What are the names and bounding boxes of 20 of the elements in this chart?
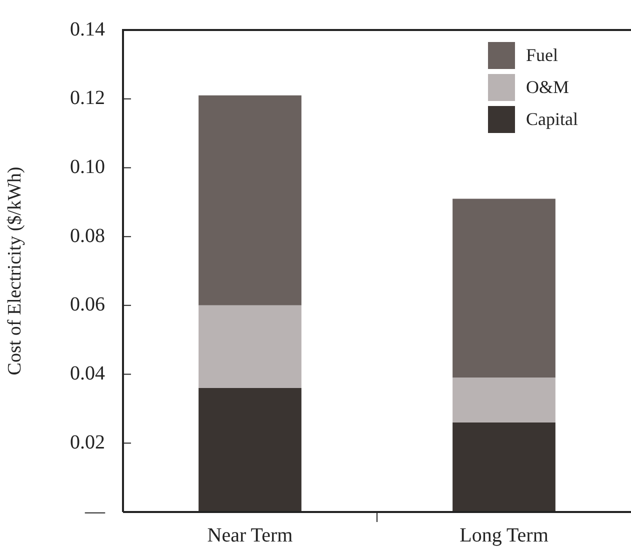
bar [198, 305, 302, 388]
bar [452, 198, 556, 378]
bar [452, 422, 556, 512]
x-tick-label: Near Term [207, 524, 294, 546]
legend-label: O&M [526, 77, 570, 98]
y-axis-title: Cost of Electricity ($/kWh) [4, 166, 26, 376]
x-tick-label: Long Term [460, 524, 549, 546]
legend-label: Capital [526, 109, 578, 130]
bar [452, 378, 556, 422]
bar [198, 388, 302, 512]
y-tick-label: — [84, 500, 106, 522]
y-tick-label: 0.04 [70, 362, 105, 385]
y-tick-label: 0.06 [70, 294, 105, 316]
y-tick-label: 0.12 [70, 87, 105, 110]
y-tick-label: 0.14 [70, 18, 105, 40]
y-tick-label: 0.10 [70, 156, 105, 178]
legend-label: Fuel [526, 45, 558, 66]
y-tick-label: 0.02 [70, 431, 105, 454]
bar [198, 95, 302, 306]
y-tick-label: 0.08 [70, 224, 105, 247]
